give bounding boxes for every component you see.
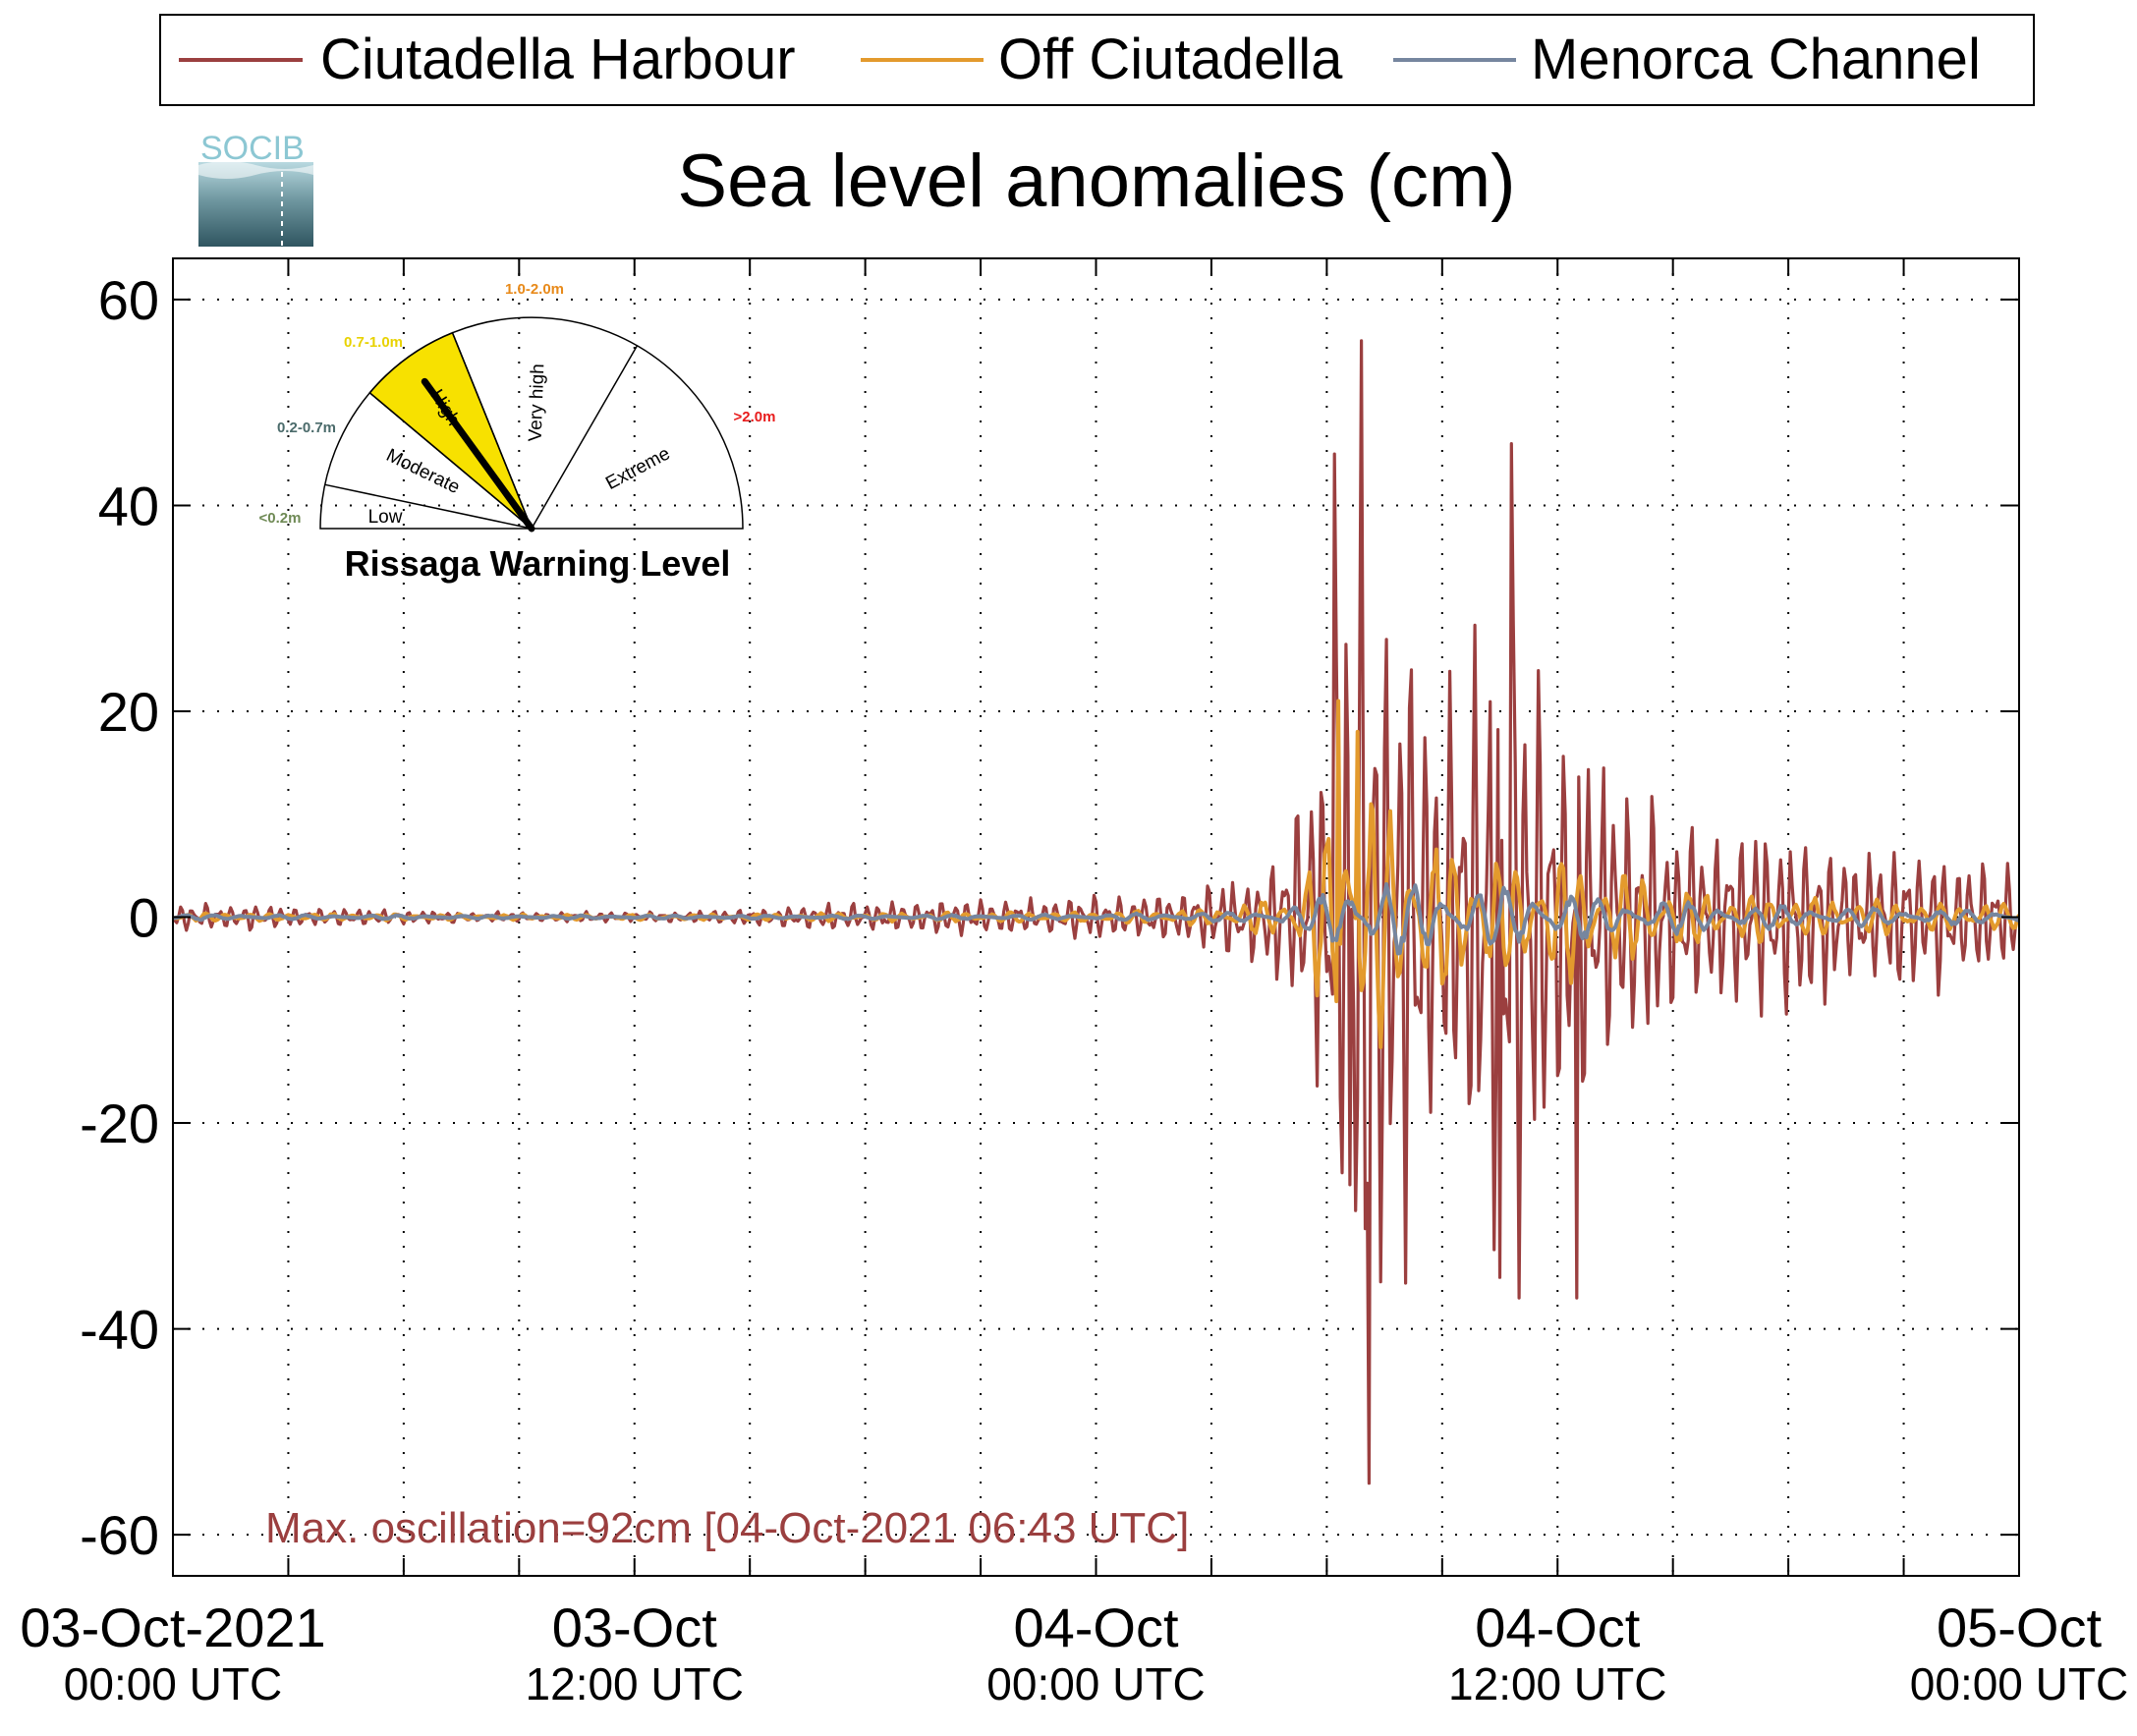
gauge-needle (421, 377, 535, 532)
legend-label-ciutadella-harbour: Ciutadella Harbour (320, 28, 796, 91)
gauge-divider (531, 345, 639, 530)
x-tick-label-time: 00:00 UTC (1910, 1658, 2128, 1709)
plot-frame (172, 257, 2020, 1577)
gauge-range-low: <0.2m (259, 510, 302, 527)
x-tick-label-date: 05-Oct (1937, 1596, 2102, 1658)
x-tick-label-date: 03-Oct (552, 1596, 717, 1658)
series-layer (173, 339, 2019, 1485)
chart-title: Sea level anomalies (cm) (677, 140, 1515, 223)
y-tick-label: 20 (98, 681, 159, 743)
legend: Ciutadella Harbour Off Ciutadella Menorc… (159, 14, 2035, 106)
y-tick-label: -20 (80, 1092, 159, 1154)
gauge-range-moderate: 0.2-0.7m (277, 420, 336, 436)
gauge-range-high: 0.7-1.0m (344, 334, 403, 351)
y-tick-label: 0 (129, 887, 159, 949)
gauge-sector-low: Low (368, 507, 403, 528)
x-tick-label-time: 12:00 UTC (1448, 1658, 1666, 1709)
max-oscillation-annotation: Max. oscillation=92cm [04-Oct-2021 06:43… (265, 1504, 1189, 1552)
y-tick-label: 40 (98, 475, 159, 536)
socib-logo-text: SOCIB (200, 130, 305, 167)
legend-box (159, 14, 2035, 106)
legend-label-menorca-channel: Menorca Channel (1531, 28, 1981, 91)
y-tick-label: 60 (98, 269, 159, 331)
legend-label-off-ciutadella: Off Ciutadella (998, 28, 1343, 91)
x-tick-label-date: 04-Oct (1013, 1596, 1178, 1658)
x-tick-label-date: 04-Oct (1475, 1596, 1640, 1658)
gauge-sector-very-high: Very high (526, 364, 549, 442)
gauge-title: Rissaga Warning Level (345, 543, 731, 584)
series-line-menorca-channel (173, 882, 2019, 956)
x-tick-label-time: 00:00 UTC (64, 1658, 282, 1709)
x-tick-label-time: 00:00 UTC (986, 1658, 1205, 1709)
gauge-divider (451, 332, 533, 530)
x-tick-label-date: 03-Oct-2021 (20, 1596, 325, 1658)
y-tick-label: -60 (80, 1504, 159, 1566)
y-tick-labels: 60 40 20 0 -20 -40 -60 (80, 269, 159, 1566)
gauge-dividers (324, 332, 639, 530)
gauge-range-very-high: 1.0-2.0m (505, 281, 564, 298)
gauge-divider (368, 392, 533, 530)
gauge-outline (319, 316, 744, 530)
x-tick-label-time: 12:00 UTC (526, 1658, 744, 1709)
gauge-range-extreme: >2.0m (734, 409, 776, 425)
axis-ticks (173, 258, 2019, 1576)
y-tick-label: -40 (80, 1299, 159, 1361)
socib-logo: SOCIB (198, 130, 313, 247)
gauge-divider (324, 483, 533, 530)
